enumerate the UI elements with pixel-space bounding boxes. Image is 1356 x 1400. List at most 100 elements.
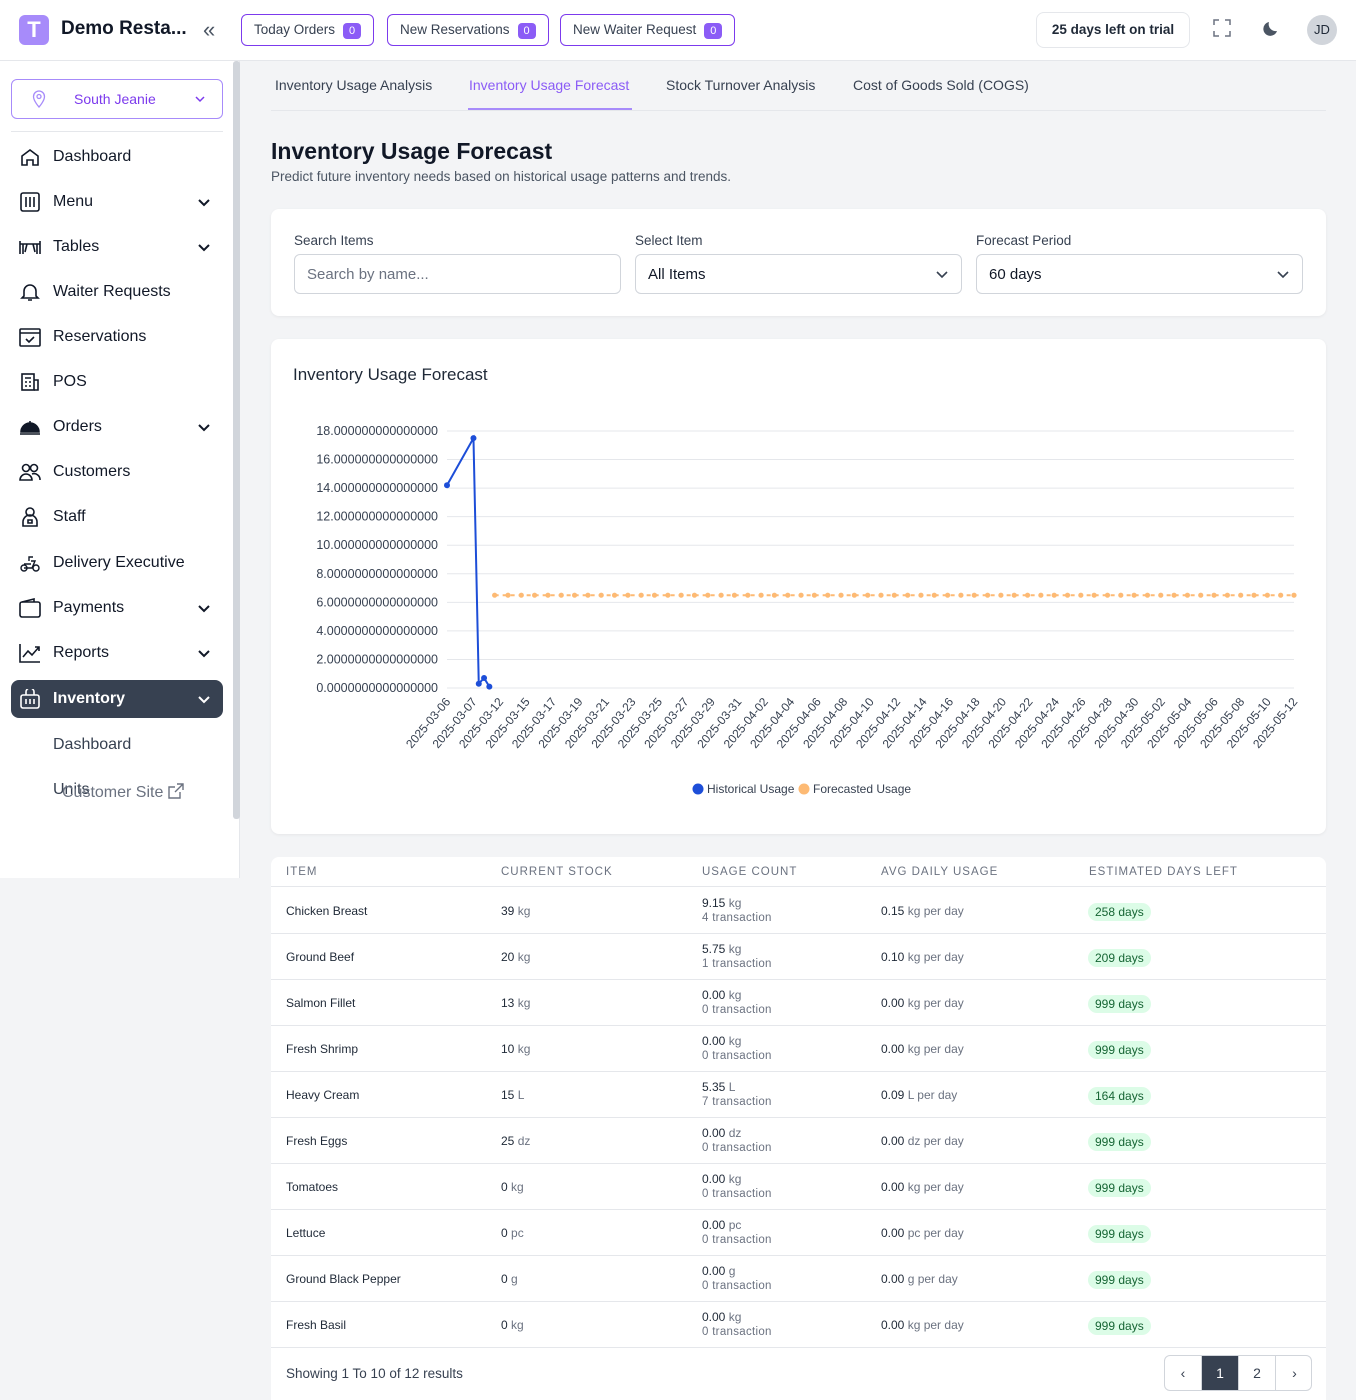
collapse-sidebar-icon[interactable]: « — [203, 17, 216, 42]
forecasted-usage-point — [1024, 592, 1031, 598]
tab-inventory-usage-analysis[interactable]: Inventory Usage Analysis — [275, 77, 433, 93]
select-item-label: Select Item — [635, 233, 703, 248]
y-tick-label: 2.0000000000000000 — [316, 652, 438, 666]
stock-value: 39 — [501, 904, 515, 918]
dark-mode-moon-icon[interactable] — [1263, 19, 1281, 37]
forecasted-usage-point — [745, 592, 751, 598]
forecasted-usage-point — [718, 592, 724, 598]
sidebar-item-payments[interactable]: Payments — [11, 589, 223, 627]
sidebar-subitem-inventory-dashboard[interactable]: Dashboard — [53, 736, 132, 753]
col-avg-daily-usage[interactable]: AVG DAILY USAGE — [881, 866, 999, 878]
usage-value: 5.35 — [702, 1080, 726, 1094]
page-subtitle: Predict future inventory needs based on … — [271, 169, 732, 184]
usage-count: 0.00 g — [702, 1264, 735, 1278]
forecasted-usage-point — [1158, 592, 1164, 598]
new-waiter-request-button[interactable]: New Waiter Request 0 — [560, 14, 736, 46]
sidebar-item-orders[interactable]: Orders — [11, 408, 223, 446]
trial-badge[interactable]: 25 days left on trial — [1036, 12, 1190, 48]
avg-daily-usage: 0.00 g per day — [881, 1272, 958, 1286]
y-tick-label: 16.000000000000000 — [316, 453, 438, 467]
forecasted-usage-point — [1038, 592, 1044, 598]
col-estimated-days-left[interactable]: ESTIMATED DAYS LEFT — [1089, 866, 1238, 878]
transaction-count: 0 transaction — [702, 1234, 772, 1246]
external-link-icon — [168, 783, 184, 799]
avg-daily-usage: 0.00 dz per day — [881, 1134, 964, 1148]
branch-name: South Jeanie — [74, 91, 156, 107]
forecast-period-dropdown[interactable]: 60 days — [976, 254, 1303, 294]
sidebar-item-staff[interactable]: Staff — [11, 498, 223, 536]
table-row: Chicken Breast 39 kg 9.15 kg 4 transaction 0… — [271, 888, 1326, 934]
sidebar-item-reservations[interactable]: Reservations — [11, 318, 223, 356]
avg-unit: g per day — [907, 1272, 958, 1286]
sidebar-subitem-units[interactable]: Units — [53, 781, 90, 798]
sidebar-item-inventory[interactable]: Inventory — [11, 680, 223, 718]
sidebar-item-customers[interactable]: Customers — [11, 453, 223, 491]
forecasted-usage-point — [691, 592, 698, 598]
stock-unit: dz — [517, 1134, 531, 1148]
prev-page-button[interactable]: ‹ — [1165, 1356, 1202, 1390]
forecasted-usage-point — [971, 592, 977, 598]
y-tick-label: 6.0000000000000000 — [316, 595, 438, 609]
usage-value: 9.15 — [702, 896, 726, 910]
sidebar-item-pos[interactable]: POS — [11, 363, 223, 401]
branch-selector[interactable]: South Jeanie — [11, 79, 223, 119]
search-input[interactable]: Search by name... — [294, 254, 621, 294]
sidebar-item-waiter-requests[interactable]: Waiter Requests — [11, 273, 223, 311]
usage-count: 0.00 kg — [702, 1172, 741, 1186]
usage-unit: dz — [728, 1126, 742, 1140]
next-page-button[interactable]: › — [1292, 1365, 1297, 1381]
item-name: Ground Beef — [286, 950, 355, 964]
avg-value: 0.00 — [881, 1318, 905, 1332]
item-name: Fresh Eggs — [286, 1134, 348, 1148]
sidebar-item-reports[interactable]: Reports — [11, 634, 223, 672]
forecasted-usage-point — [1011, 592, 1017, 598]
avg-value: 0.00 — [881, 1180, 905, 1194]
page-2-button[interactable]: 2 — [1239, 1356, 1276, 1390]
usage-count: 9.15 kg — [702, 896, 741, 910]
tab-cogs[interactable]: Cost of Goods Sold (COGS) — [853, 77, 1029, 93]
sidebar-scrollbar[interactable] — [233, 61, 240, 819]
avg-daily-usage: 0.10 kg per day — [881, 950, 964, 964]
select-item-value: All Items — [648, 266, 706, 283]
item-name: Lettuce — [286, 1226, 326, 1240]
sidebar-item-delivery-executive[interactable]: Delivery Executive — [11, 544, 223, 582]
tab-inventory-usage-forecast[interactable]: Inventory Usage Forecast — [469, 77, 630, 93]
usage-count: 5.35 L — [702, 1080, 735, 1094]
user-avatar[interactable]: JD — [1307, 15, 1337, 45]
sidebar-item-tables[interactable]: Tables — [11, 228, 223, 266]
days-left-badge: 164 days — [1088, 1087, 1151, 1105]
select-item-dropdown[interactable]: All Items — [635, 254, 962, 294]
usage-unit: kg — [728, 942, 742, 956]
report-tabs: Inventory Usage Analysis Inventory Usage… — [271, 61, 1326, 111]
page-1-button[interactable]: 1 — [1202, 1356, 1239, 1390]
customer-site-link[interactable]: Customer Site — [62, 783, 184, 802]
forecasted-usage-point — [1184, 592, 1191, 598]
transaction-count: 4 transaction — [702, 912, 772, 924]
pagination-summary: Showing 1 To 10 of 12 results — [286, 1366, 463, 1381]
forecasted-usage-point — [798, 592, 804, 598]
col-item[interactable]: ITEM — [286, 866, 318, 878]
col-usage-count[interactable]: USAGE COUNT — [702, 866, 798, 878]
sidebar-item-dashboard[interactable]: Dashboard — [11, 138, 223, 176]
usage-table: ITEM CURRENT STOCK USAGE COUNT AVG DAILY… — [271, 857, 1326, 1400]
sidebar-item-label: Orders — [53, 418, 102, 435]
col-current-stock[interactable]: CURRENT STOCK — [501, 866, 613, 878]
forecasted-usage-point — [638, 592, 644, 598]
chevron-down-icon — [1277, 271, 1289, 279]
tab-stock-turnover-analysis[interactable]: Stock Turnover Analysis — [666, 77, 816, 93]
chevron-down-icon — [198, 650, 210, 658]
top-bar: T Demo Resta... « Today Orders 0 New Rese… — [0, 0, 1356, 61]
table-row: Salmon Fillet 13 kg 0.00 kg 0 transaction 0.… — [271, 980, 1326, 1026]
avg-value: 0.00 — [881, 1134, 905, 1148]
forecasted-usage-point — [1211, 592, 1217, 598]
legend-forecasted-swatch — [798, 783, 810, 795]
new-reservations-button[interactable]: New Reservations 0 — [387, 14, 549, 46]
forecasted-usage-point — [1291, 592, 1297, 598]
sidebar-item-menu[interactable]: Menu — [11, 183, 223, 221]
fullscreen-icon[interactable] — [1213, 19, 1231, 37]
legend-historical-swatch — [692, 783, 704, 795]
new-waiter-request-count: 0 — [704, 23, 723, 39]
forecasted-usage-point — [918, 592, 924, 598]
today-orders-button[interactable]: Today Orders 0 — [241, 14, 375, 46]
